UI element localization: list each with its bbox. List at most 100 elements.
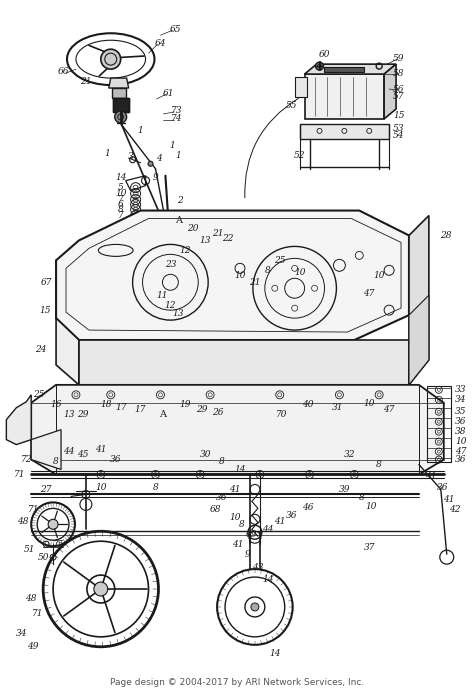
Text: 42: 42: [449, 505, 460, 514]
Text: 20: 20: [188, 224, 199, 233]
Text: 12: 12: [180, 246, 191, 255]
Text: 48: 48: [26, 595, 37, 604]
Text: 36: 36: [216, 493, 228, 502]
Bar: [113, 98, 128, 112]
Text: 7: 7: [118, 195, 124, 204]
Text: 10: 10: [294, 268, 305, 277]
Text: 8: 8: [376, 460, 382, 469]
Text: 7: 7: [118, 211, 124, 220]
Text: 25: 25: [274, 256, 285, 265]
Text: 28: 28: [440, 231, 452, 240]
Text: 47: 47: [455, 447, 466, 456]
Text: 69: 69: [246, 530, 258, 539]
Text: 64: 64: [155, 39, 166, 48]
Text: 8: 8: [219, 457, 225, 466]
Text: 41: 41: [232, 540, 244, 549]
Text: 14: 14: [115, 174, 127, 183]
Text: 40: 40: [302, 400, 313, 409]
Text: 5: 5: [118, 183, 124, 192]
Polygon shape: [109, 78, 128, 88]
Text: 10: 10: [364, 399, 375, 408]
Circle shape: [115, 111, 127, 123]
Text: 8: 8: [153, 483, 158, 492]
Text: 67: 67: [40, 278, 52, 287]
Bar: [112, 88, 126, 98]
Polygon shape: [31, 430, 61, 470]
Text: 73: 73: [171, 106, 182, 115]
Text: 1: 1: [137, 126, 144, 135]
Text: 21: 21: [80, 76, 91, 85]
Text: 58: 58: [393, 69, 405, 78]
Polygon shape: [79, 340, 409, 385]
Text: 70: 70: [276, 410, 288, 419]
Text: 22: 22: [222, 234, 234, 243]
Text: 16: 16: [50, 400, 62, 409]
Text: 31: 31: [332, 403, 343, 412]
Text: 34: 34: [455, 396, 466, 405]
Text: 56: 56: [393, 85, 405, 94]
Text: 13: 13: [173, 309, 184, 318]
Text: 71: 71: [27, 505, 39, 514]
Text: A: A: [159, 410, 166, 419]
Text: 18: 18: [100, 400, 111, 409]
Text: 36: 36: [286, 511, 297, 520]
Text: 41: 41: [95, 445, 107, 454]
Text: 74: 74: [171, 115, 182, 124]
Polygon shape: [31, 385, 444, 475]
Text: 10: 10: [229, 513, 241, 522]
Text: 6: 6: [118, 200, 124, 209]
Circle shape: [251, 603, 259, 611]
Text: 51: 51: [24, 545, 35, 554]
Text: 19: 19: [180, 400, 191, 409]
Text: 44: 44: [262, 525, 273, 534]
Text: 46: 46: [302, 503, 313, 512]
Text: 29: 29: [77, 410, 89, 419]
Text: 8: 8: [118, 205, 124, 214]
Polygon shape: [325, 67, 364, 72]
Polygon shape: [300, 124, 389, 139]
Polygon shape: [56, 210, 409, 340]
Text: 36: 36: [110, 455, 121, 464]
Text: 17: 17: [135, 405, 146, 414]
Text: 41: 41: [425, 472, 437, 481]
Polygon shape: [384, 64, 396, 119]
Circle shape: [148, 161, 153, 167]
Text: 15: 15: [39, 305, 51, 314]
Bar: [113, 98, 128, 112]
Text: 8: 8: [265, 266, 271, 275]
Text: 3: 3: [128, 152, 134, 161]
Text: 13: 13: [200, 236, 211, 245]
Text: 45: 45: [77, 450, 89, 459]
Text: 10: 10: [234, 271, 246, 280]
Text: 8: 8: [239, 520, 245, 529]
Text: 66: 66: [57, 67, 69, 76]
Text: 1: 1: [104, 149, 109, 158]
Text: 1: 1: [170, 142, 175, 151]
Text: 47: 47: [383, 405, 395, 414]
Text: 9: 9: [245, 550, 251, 559]
Circle shape: [94, 582, 108, 596]
Text: 49: 49: [27, 642, 39, 651]
Text: 8: 8: [358, 493, 364, 502]
Text: 14: 14: [234, 465, 246, 474]
Text: Page design © 2004-2017 by ARI Network Services, Inc.: Page design © 2004-2017 by ARI Network S…: [110, 678, 364, 687]
Text: 23: 23: [164, 260, 176, 269]
Text: 39: 39: [338, 485, 350, 494]
Text: 35: 35: [455, 407, 466, 416]
Text: 2: 2: [177, 196, 183, 205]
Text: 36: 36: [437, 483, 448, 492]
Polygon shape: [305, 74, 384, 119]
Text: 27: 27: [40, 485, 52, 494]
Text: 71: 71: [31, 609, 43, 618]
Polygon shape: [409, 216, 429, 385]
Text: 14: 14: [269, 650, 281, 659]
Text: 14: 14: [262, 575, 273, 584]
Bar: [295, 77, 307, 97]
Text: 53: 53: [393, 124, 405, 133]
Text: 11: 11: [157, 291, 168, 300]
Text: 44: 44: [63, 447, 75, 456]
Text: 61: 61: [163, 89, 174, 98]
Bar: [427, 386, 451, 462]
Text: 1: 1: [175, 151, 181, 160]
Text: 24: 24: [36, 346, 47, 355]
